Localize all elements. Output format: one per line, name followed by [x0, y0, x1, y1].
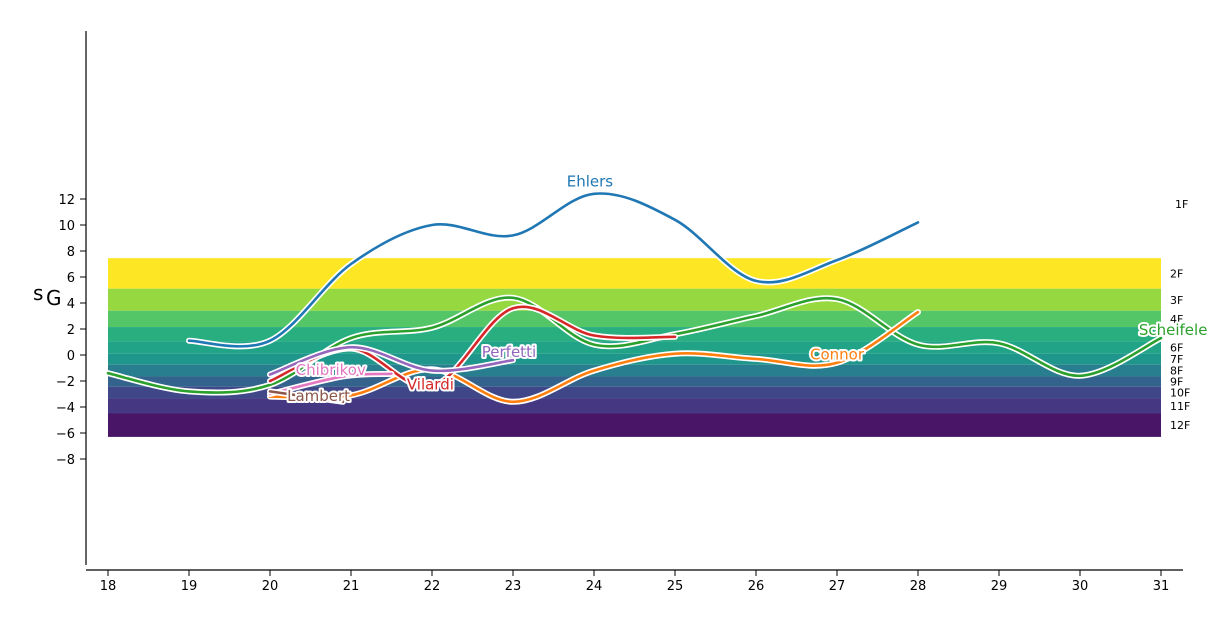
y-tick-label: 12 — [58, 193, 75, 208]
x-tick-label: 26 — [748, 579, 765, 594]
band-label: 3F — [1170, 294, 1183, 307]
y-tick-label: 8 — [67, 245, 75, 260]
x-tick-label: 21 — [343, 579, 360, 594]
series-line-ehlers — [187, 192, 920, 348]
band-rect — [108, 288, 1161, 311]
y-tick-label: 10 — [58, 219, 75, 234]
x-tick-label: 22 — [424, 579, 441, 594]
y-tick-label: 6 — [67, 271, 75, 286]
series-line-lambert — [268, 390, 345, 404]
y-tick-label: 2 — [67, 323, 75, 338]
axes: s G 18 19 20 21 22 23 24 25 26 27 28 29 30 3112108642… — [33, 31, 1183, 594]
series-label-halo: Scheifele — [1139, 321, 1208, 339]
x-tick-label: 24 — [586, 579, 603, 594]
band-label: 9F — [1170, 376, 1183, 389]
band-label: 10F — [1170, 387, 1190, 400]
series-label-perfetti: Perfetti — [482, 343, 536, 361]
series-labels: EhlersEhlersScheifeleScheifeleConnorConn… — [285, 171, 1209, 408]
band-label: 7F — [1170, 353, 1183, 366]
band-rect — [108, 386, 1161, 399]
y-tick-label: −6 — [56, 427, 75, 442]
band-label: 12F — [1170, 419, 1190, 432]
series-lines — [105, 190, 1164, 405]
x-tick-label: 18 — [100, 579, 117, 594]
series-line-scheifele — [106, 296, 1163, 394]
band-label: 8F — [1170, 365, 1183, 378]
series-label-halo: Ehlers — [567, 173, 614, 191]
band-rect — [108, 364, 1161, 377]
x-tick-label: 23 — [505, 579, 522, 594]
series-label-ehlers: Ehlers — [567, 173, 614, 191]
x-tick-label: 27 — [829, 579, 846, 594]
x-tick-label: 29 — [991, 579, 1008, 594]
x-tick-label: 25 — [667, 579, 684, 594]
x-tick-label: 28 — [910, 579, 927, 594]
band-label: 1F — [1175, 198, 1188, 211]
series-line-chibrikov — [268, 372, 393, 396]
series-label-halo: Lambert — [287, 387, 350, 405]
band-rect — [108, 398, 1161, 414]
series-line-perfetti — [268, 345, 515, 376]
y-tick-label: 0 — [67, 349, 75, 364]
y-tick-label: −2 — [56, 375, 75, 390]
series-label-halo: Chibrikov — [296, 361, 366, 379]
series-label-vilardi: Vilardi — [407, 375, 454, 393]
series-label-halo: Perfetti — [482, 343, 536, 361]
band-rect — [108, 413, 1161, 437]
band-rect — [108, 258, 1161, 289]
band-rect — [108, 376, 1161, 387]
series-label-connor: Connor — [810, 346, 865, 364]
band-label: 2F — [1170, 267, 1183, 280]
y-axis-label: s — [33, 281, 43, 305]
x-tick-label: 31 — [1153, 579, 1170, 594]
series-label-chibrikov: Chibrikov — [296, 361, 366, 379]
x-tick-label: 30 — [1072, 579, 1089, 594]
series-line-connor — [268, 310, 920, 404]
series-label-halo: Connor — [810, 346, 865, 364]
y-tick-label: −4 — [56, 401, 75, 416]
band-rect — [108, 310, 1161, 328]
x-tick-label: 20 — [262, 579, 279, 594]
series-label-scheifele: Scheifele — [1139, 321, 1208, 339]
x-tick-label: 19 — [181, 579, 198, 594]
series-label-lambert: Lambert — [287, 387, 350, 405]
y-tick-label: 4 — [67, 297, 75, 312]
series-label-halo: Vilardi — [407, 375, 454, 393]
band-label: 11F — [1170, 400, 1190, 413]
y-tick-label: −8 — [56, 453, 75, 468]
band-label: 4F — [1170, 313, 1183, 326]
band-label: 6F — [1170, 342, 1183, 355]
y-axis-label-subscript: G — [46, 286, 62, 310]
